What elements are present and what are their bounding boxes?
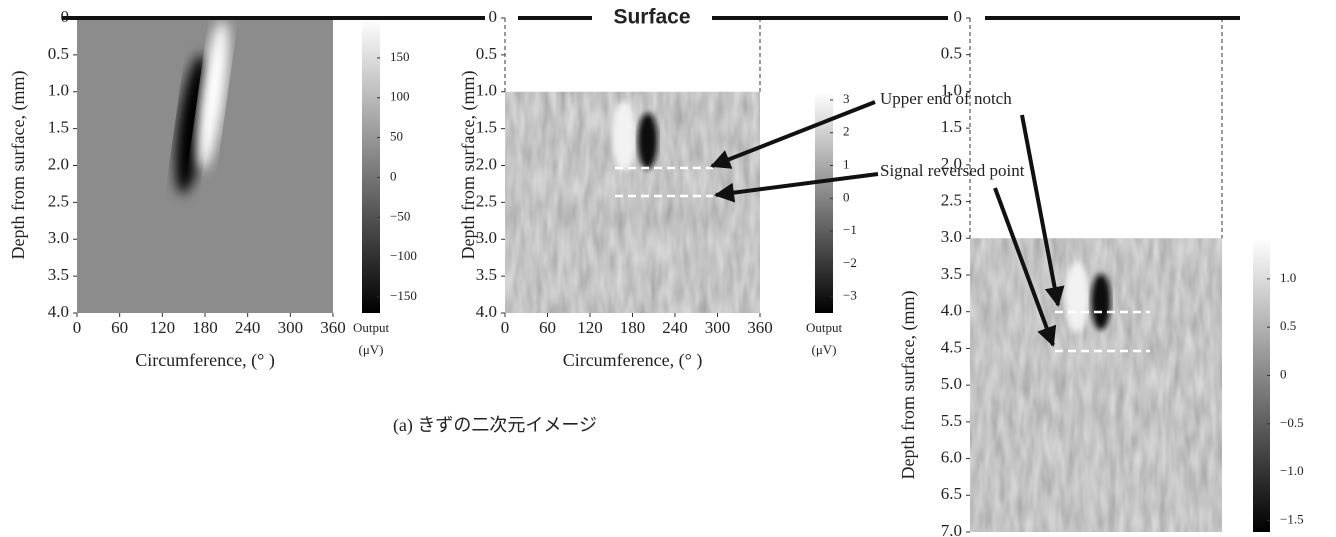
heatmap-image [970,238,1222,533]
colorbar [362,18,380,313]
y-tick-label: 7.0 [941,521,962,537]
y-tick-label: 4.5 [941,337,962,356]
x-tick-label: 360 [320,318,346,337]
colorbar [815,91,833,313]
colorbar-unit: (μV) [358,342,383,357]
image-light [1064,262,1089,333]
y-tick-label: 0.5 [48,44,69,63]
annotation: Signal reversed point [880,161,1025,180]
y-tick-label: 4.0 [941,301,962,320]
x-tick-label: 60 [111,318,128,337]
colorbar-tick-label: −3 [843,288,857,303]
y-tick-label: 3.0 [476,228,497,247]
heatmap-image [505,91,760,313]
y-axis-label: Depth from surface, (mm) [8,71,29,260]
x-axis-label: Circumference, (° ) [135,350,275,371]
colorbar-tick-label: −150 [390,288,417,303]
colorbar-label: Output [353,320,390,335]
y-tick-label: 1.5 [941,117,962,136]
y-tick-label: 2.5 [48,191,69,210]
colorbar-tick-label: 3 [843,91,850,106]
y-tick-label: 5.0 [941,374,962,393]
y-tick-label: 4.0 [476,302,497,321]
y-tick-label: 5.5 [941,411,962,430]
y-tick-label: 0 [489,7,498,26]
y-tick-label: 2.0 [48,154,69,173]
colorbar-tick-label: 1.0 [1280,270,1296,285]
colorbar-unit: (μV) [811,342,836,357]
colorbar-tick-label: 150 [390,49,410,64]
y-tick-label: 3.0 [48,228,69,247]
image-stripe [633,91,642,313]
surface-label: Surface [613,6,690,29]
colorbar-tick-label: 2 [843,124,850,139]
x-tick-label: 180 [192,318,218,337]
y-axis-label: Depth from surface, (mm) [898,291,919,480]
x-tick-label: 180 [620,318,646,337]
y-tick-label: 0 [954,7,963,26]
colorbar-tick-label: −1 [843,222,857,237]
colorbar-label: Output [806,320,843,335]
image-dark [637,113,658,169]
x-tick-label: 300 [705,318,731,337]
colorbar-tick-label: −0.5 [1280,415,1304,430]
x-tick-label: 240 [662,318,688,337]
colorbar-tick-label: −1.5 [1280,511,1304,526]
colorbar-tick-label: 100 [390,89,410,104]
colorbar-tick-label: −100 [390,248,417,263]
caption: (a) きずの二次元イメージ [393,415,597,436]
y-tick-label: 6.0 [941,447,962,466]
y-tick-label: 1.5 [48,118,69,137]
y-tick-label: 4.0 [48,302,69,321]
x-axis-label: Circumference, (° ) [563,350,703,371]
colorbar-tick-label: −50 [390,208,410,223]
y-tick-label: 3.5 [476,265,497,284]
annotation: Upper end of notch [880,89,1012,108]
y-tick-label: 2.5 [941,190,962,209]
y-axis-label: Depth from surface, (mm) [458,71,479,260]
x-tick-label: 300 [278,318,304,337]
x-tick-label: 0 [73,318,82,337]
y-tick-label: 1.5 [476,118,497,137]
y-tick-label: 0.5 [941,44,962,63]
y-tick-label: 6.5 [941,484,962,503]
colorbar-tick-label: 50 [390,129,403,144]
image-stripe [1086,238,1095,533]
colorbar-tick-label: 0 [390,168,397,183]
y-tick-label: 3.5 [48,265,69,284]
y-tick-label: 2.0 [476,154,497,173]
colorbar-tick-label: −1.0 [1280,463,1304,478]
image-dark [175,54,210,194]
colorbar-tick-label: 0.5 [1280,318,1296,333]
colorbar-tick-label: −2 [843,255,857,270]
x-tick-label: 0 [501,318,510,337]
image-dark [1090,274,1111,331]
x-tick-label: 120 [577,318,603,337]
image-light [611,101,636,171]
y-tick-label: 1.0 [941,80,962,99]
image-light [196,20,229,169]
colorbar-tick-label: 0 [1280,366,1287,381]
colorbar [1253,238,1270,533]
heatmap-image [77,18,333,313]
x-tick-label: 120 [150,318,176,337]
y-tick-label: 1.0 [48,81,69,100]
y-tick-label: 0.5 [476,44,497,63]
colorbar-tick-label: 0 [843,189,850,204]
y-tick-label: 2.0 [941,154,962,173]
y-tick-label: 2.5 [476,191,497,210]
colorbar-tick-label: 1 [843,156,850,171]
x-tick-label: 360 [747,318,773,337]
y-tick-label: 3.5 [941,264,962,283]
panels: 0 0.5 1.0 1.5 2.0 2.5 3.0 3.5 4.0 Depth from surf… [8,7,1303,537]
arrows [710,100,1065,347]
y-tick-label: 3.0 [941,227,962,246]
x-tick-label: 240 [235,318,261,337]
x-tick-label: 60 [539,318,556,337]
y-tick-label: 1.0 [476,81,497,100]
